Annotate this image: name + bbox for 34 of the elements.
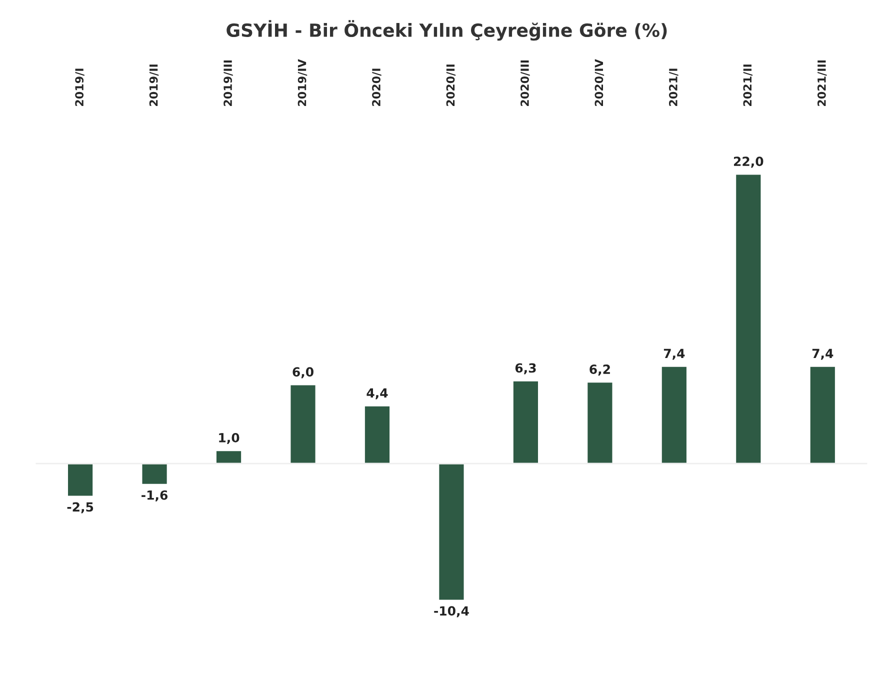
x-tick-label: 2019/IV (298, 59, 308, 106)
data-label: 7,4 (812, 348, 834, 360)
bar (289, 384, 317, 464)
bar (586, 381, 614, 464)
x-tick-label: 2019/II (149, 64, 159, 106)
x-tick-label: 2021/III (817, 60, 827, 106)
data-label: 6,3 (515, 363, 536, 374)
x-tick-label: 2020/IV (594, 59, 604, 106)
x-tick-label: 2020/III (520, 60, 530, 106)
data-label: -1,6 (142, 490, 168, 502)
data-label: 6,2 (590, 364, 610, 376)
data-label: -10,4 (434, 606, 469, 618)
bar (808, 365, 836, 464)
bar (215, 450, 242, 464)
data-label: 1,0 (219, 432, 240, 444)
bar (438, 462, 466, 602)
x-tick-label: 2019/III (224, 60, 233, 106)
x-tick-label: 2019/I (75, 68, 84, 106)
bar (364, 404, 391, 464)
bar (512, 380, 540, 464)
bar (660, 365, 688, 464)
x-tick-label: 2020/I (372, 68, 382, 106)
bar (140, 462, 168, 486)
bar (734, 173, 762, 464)
data-label: -2,5 (67, 502, 94, 514)
x-tick-label: 2020/II (446, 64, 456, 106)
data-label: 6,0 (292, 367, 314, 378)
chart-title: GSYİH - Bir Önceki Yılın Çeyreğine Göre (%) (226, 20, 667, 41)
data-label: 7,4 (664, 348, 685, 360)
data-label: 22,0 (734, 156, 764, 168)
x-tick-label: 2021/I (668, 68, 678, 106)
bar (66, 462, 94, 498)
data-label: 4,4 (366, 388, 388, 400)
x-tick-label: 2021/II (743, 64, 753, 106)
